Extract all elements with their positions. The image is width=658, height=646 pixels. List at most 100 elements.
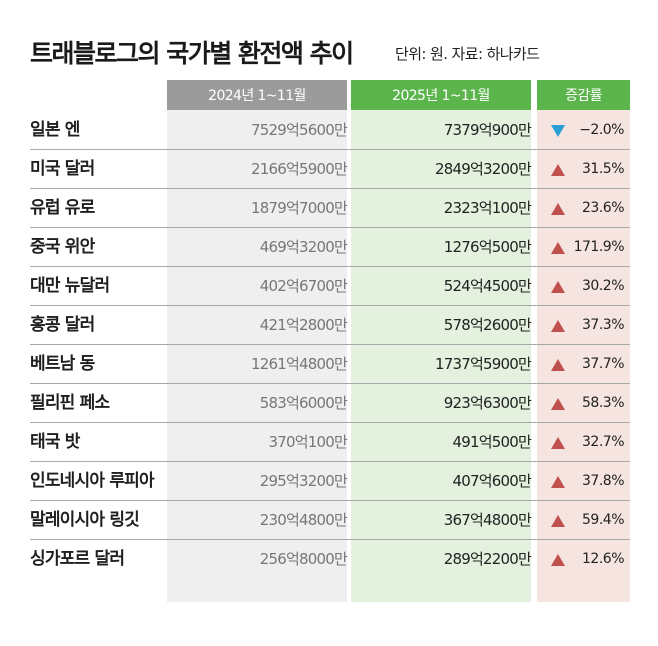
country-label: 중국 위안 (30, 237, 95, 257)
value-2025: 367억4800만 (443, 511, 532, 529)
row-divider (30, 149, 630, 150)
change-rate-value: 23.6% (582, 200, 624, 216)
value-2024: 1879억7000만 (251, 199, 348, 217)
change-rate-cell: 37.8% (537, 462, 630, 500)
value-2024: 370억100만 (268, 433, 348, 451)
country-label: 미국 달러 (30, 159, 95, 179)
row-divider (30, 422, 630, 423)
value-2025: 289억2200만 (443, 550, 532, 568)
value-2024: 7529억5600만 (251, 121, 348, 139)
chart-title: 트래블로그의 국가별 환전액 추이 (30, 39, 354, 68)
country-label: 말레이시아 링깃 (30, 510, 140, 530)
change-rate-cell: 12.6% (537, 540, 630, 578)
change-rate-value: 58.3% (582, 395, 624, 411)
country-label: 홍콩 달러 (30, 315, 95, 335)
up-triangle-icon (551, 320, 565, 332)
up-triangle-icon (551, 515, 565, 527)
table-row: 미국 달러 2166억5900만 2849억3200만 31.5% (30, 150, 630, 188)
row-divider (30, 188, 630, 189)
country-label: 싱가포르 달러 (30, 549, 125, 569)
change-rate-value: 37.3% (582, 317, 624, 333)
change-rate-value: 37.8% (582, 473, 624, 489)
row-divider (30, 305, 630, 306)
country-label: 일본 엔 (30, 120, 80, 140)
up-triangle-icon (551, 437, 565, 449)
value-2024: 1261억4800만 (251, 355, 348, 373)
change-rate-cell: 32.7% (537, 423, 630, 461)
table-row: 싱가포르 달러 256억8000만 289억2200만 12.6% (30, 540, 630, 578)
up-triangle-icon (551, 554, 565, 566)
change-rate-value: −2.0% (579, 122, 624, 138)
change-rate-cell: 31.5% (537, 150, 630, 188)
change-rate-cell: 59.4% (537, 501, 630, 539)
row-divider (30, 500, 630, 501)
row-divider (30, 266, 630, 267)
row-divider (30, 461, 630, 462)
up-triangle-icon (551, 164, 565, 176)
column-band-2025 (351, 80, 531, 602)
table-row: 인도네시아 루피아 295억3200만 407억600만 37.8% (30, 462, 630, 500)
value-2025: 2849억3200만 (435, 160, 532, 178)
header-2024: 2024년 1~11월 (167, 80, 347, 110)
table-row: 필리핀 페소 583억6000만 923억6300만 58.3% (30, 384, 630, 422)
value-2025: 407억600만 (452, 472, 532, 490)
table-row: 중국 위안 469억3200만 1276억500만 171.9% (30, 228, 630, 266)
country-label: 대만 뉴달러 (30, 276, 110, 296)
header-2025: 2025년 1~11월 (351, 80, 531, 110)
value-2025: 1737억5900만 (435, 355, 532, 373)
change-rate-value: 30.2% (582, 278, 624, 294)
row-divider (30, 227, 630, 228)
value-2024: 256억8000만 (259, 550, 348, 568)
up-triangle-icon (551, 281, 565, 293)
value-2024: 295억3200만 (259, 472, 348, 490)
title-row: 트래블로그의 국가별 환전액 추이 단위: 원. 자료: 하나카드 (30, 34, 630, 74)
value-2025: 578억2600만 (443, 316, 532, 334)
column-band-2024 (167, 80, 347, 602)
country-label: 유럽 유로 (30, 198, 95, 218)
change-rate-value: 171.9% (573, 239, 625, 255)
value-2024: 421억2800만 (259, 316, 348, 334)
row-divider (30, 539, 630, 540)
up-triangle-icon (551, 203, 565, 215)
row-divider (30, 383, 630, 384)
value-2025: 491억500만 (452, 433, 532, 451)
value-2024: 583억6000만 (259, 394, 348, 412)
table-row: 유럽 유로 1879억7000만 2323억100만 23.6% (30, 189, 630, 227)
value-2025: 524억4500만 (443, 277, 532, 295)
change-rate-value: 12.6% (582, 551, 624, 567)
table-row: 홍콩 달러 421억2800만 578억2600만 37.3% (30, 306, 630, 344)
value-2025: 2323억100만 (443, 199, 532, 217)
value-2025: 923억6300만 (443, 394, 532, 412)
change-rate-value: 31.5% (582, 161, 624, 177)
country-label: 베트남 동 (30, 354, 95, 374)
up-triangle-icon (551, 398, 565, 410)
down-triangle-icon (551, 125, 565, 137)
value-2025: 1276억500만 (443, 238, 532, 256)
country-label: 필리핀 페소 (30, 393, 110, 413)
change-rate-cell: 37.7% (537, 345, 630, 383)
value-2025: 7379억900만 (443, 121, 532, 139)
column-band-rate (537, 80, 630, 602)
row-divider (30, 344, 630, 345)
table-row: 태국 밧 370억100만 491억500만 32.7% (30, 423, 630, 461)
table-row: 베트남 동 1261억4800만 1737억5900만 37.7% (30, 345, 630, 383)
value-2024: 2166억5900만 (251, 160, 348, 178)
change-rate-cell: −2.0% (537, 111, 630, 149)
change-rate-value: 37.7% (582, 356, 624, 372)
table-row: 대만 뉴달러 402억6700만 524억4500만 30.2% (30, 267, 630, 305)
change-rate-cell: 23.6% (537, 189, 630, 227)
change-rate-cell: 58.3% (537, 384, 630, 422)
unit-source-note: 단위: 원. 자료: 하나카드 (395, 45, 540, 63)
up-triangle-icon (551, 242, 565, 254)
up-triangle-icon (551, 359, 565, 371)
change-rate-value: 59.4% (582, 512, 624, 528)
table-row: 일본 엔 7529억5600만 7379억900만 −2.0% (30, 111, 630, 149)
change-rate-cell: 37.3% (537, 306, 630, 344)
change-rate-cell: 171.9% (537, 228, 630, 266)
value-2024: 469억3200만 (259, 238, 348, 256)
country-label: 인도네시아 루피아 (30, 471, 155, 491)
up-triangle-icon (551, 476, 565, 488)
table-row: 말레이시아 링깃 230억4800만 367억4800만 59.4% (30, 501, 630, 539)
change-rate-value: 32.7% (582, 434, 624, 450)
value-2024: 230억4800만 (259, 511, 348, 529)
